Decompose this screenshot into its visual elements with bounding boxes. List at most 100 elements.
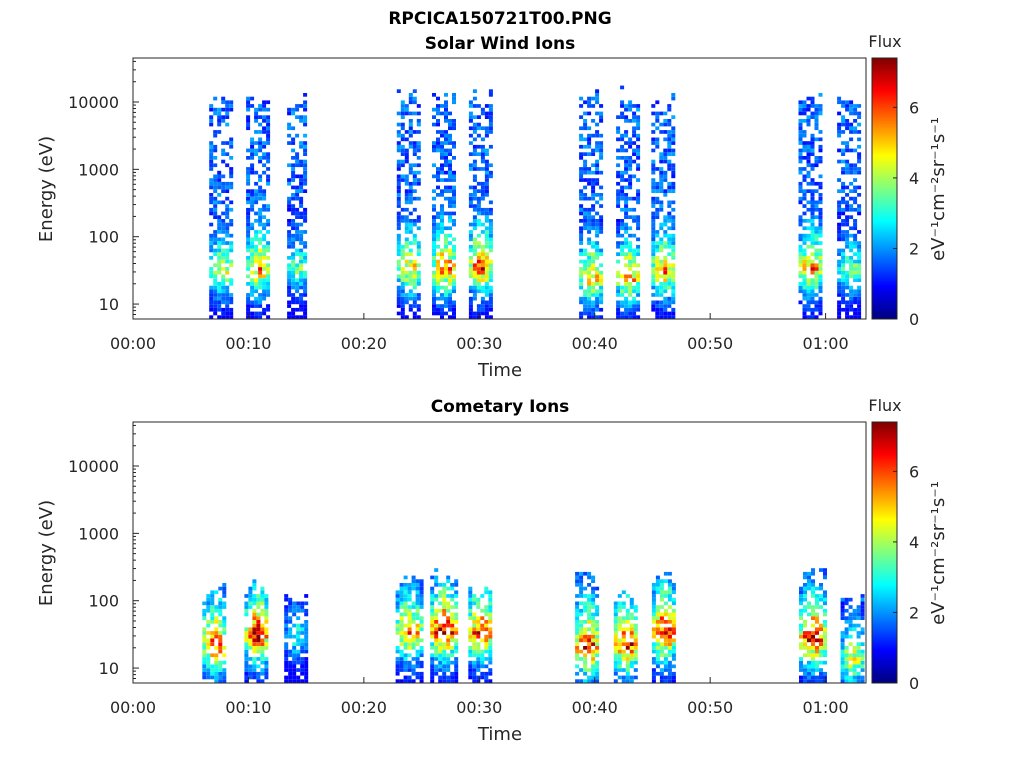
flux-cell — [284, 631, 289, 635]
flux-cell — [472, 152, 477, 156]
flux-cell — [810, 144, 815, 149]
flux-cell — [811, 579, 815, 583]
flux-cell — [488, 207, 493, 212]
flux-cell — [818, 252, 823, 256]
flux-cell — [579, 211, 584, 216]
flux-cell — [202, 657, 207, 661]
flux-cell — [591, 259, 596, 264]
flux-cell — [396, 259, 401, 264]
flux-cell — [250, 204, 255, 208]
flux-cell — [818, 207, 823, 212]
flux-cell — [444, 104, 448, 108]
flux-cell — [587, 289, 592, 294]
flux-cell — [802, 189, 807, 193]
flux-cell — [419, 583, 424, 587]
flux-cell — [852, 671, 857, 676]
flux-cell — [395, 660, 400, 665]
flux-cell — [400, 111, 405, 116]
flux-cell — [440, 141, 444, 145]
flux-cell — [845, 107, 850, 112]
flux-cell — [823, 646, 827, 650]
flux-cell — [404, 244, 409, 249]
flux-cell — [430, 657, 435, 661]
flux-cell — [213, 204, 218, 208]
flux-cell — [624, 241, 629, 245]
flux-cell — [438, 668, 443, 672]
flux-cell — [209, 285, 214, 290]
flux-cell — [407, 675, 412, 680]
flux-cell — [811, 612, 815, 617]
flux-cell — [258, 304, 263, 308]
flux-cell — [246, 181, 251, 186]
flux-cell — [587, 111, 592, 116]
flux-cell — [476, 241, 481, 245]
flux-cell — [416, 296, 421, 301]
flux-cell — [480, 148, 485, 153]
flux-cell — [613, 646, 618, 650]
flux-cell — [246, 119, 251, 123]
flux-cell — [484, 267, 489, 271]
flux-cell — [853, 196, 858, 201]
flux-cell — [476, 634, 481, 639]
flux-cell — [299, 278, 304, 282]
flux-cell — [472, 204, 477, 208]
flux-cell — [802, 304, 807, 308]
flux-cell — [266, 285, 271, 290]
flux-cell — [436, 222, 440, 227]
flux-cell — [468, 601, 473, 606]
flux-cell — [296, 623, 301, 628]
flux-cell — [595, 300, 600, 305]
flux-cell — [587, 270, 592, 275]
flux-cell — [636, 315, 641, 319]
flux-cell — [671, 207, 676, 212]
flux-cell — [579, 315, 584, 319]
flux-cell — [663, 263, 668, 268]
flux-cell — [415, 601, 420, 606]
flux-cell — [803, 571, 807, 576]
flux-cell — [488, 89, 493, 93]
flux-cell — [209, 178, 214, 182]
flux-cell — [229, 200, 234, 205]
flux-cell — [222, 679, 227, 683]
flux-cell — [221, 293, 226, 297]
flux-cell — [218, 601, 223, 606]
flux-cell — [587, 230, 592, 234]
flux-cell — [250, 148, 255, 153]
flux-cell — [436, 178, 440, 182]
flux-cell — [436, 278, 440, 282]
flux-cell — [217, 107, 222, 112]
flux-cell — [287, 233, 292, 238]
flux-cell — [396, 211, 401, 216]
flux-cell — [304, 623, 309, 628]
flux-cell — [849, 256, 854, 260]
flux-cell — [412, 267, 417, 271]
flux-cell — [399, 653, 404, 658]
flux-cell — [655, 141, 660, 145]
flux-cell — [655, 579, 660, 583]
flux-cell — [260, 631, 265, 635]
flux-cell — [806, 122, 811, 127]
flux-cell — [225, 296, 230, 301]
flux-cell — [252, 660, 257, 665]
flux-cell — [412, 100, 417, 105]
flux-cell — [415, 664, 420, 669]
flux-cell — [284, 634, 289, 639]
flux-cell — [484, 285, 489, 290]
flux-cell — [444, 259, 448, 264]
flux-cell — [579, 282, 584, 286]
flux-cell — [442, 594, 447, 598]
flux-cell — [396, 222, 401, 227]
flux-cell — [262, 274, 267, 279]
flux-cell — [818, 144, 823, 149]
ion-burst — [468, 586, 493, 683]
flux-cell — [636, 115, 641, 119]
flux-cell — [840, 668, 845, 672]
flux-cell — [599, 222, 604, 227]
flux-cell — [806, 293, 811, 297]
flux-cell — [798, 244, 803, 249]
flux-cell — [225, 189, 230, 193]
flux-cell — [856, 649, 861, 654]
flux-cell — [802, 178, 807, 182]
flux-cell — [430, 616, 435, 620]
flux-cell — [671, 163, 676, 168]
